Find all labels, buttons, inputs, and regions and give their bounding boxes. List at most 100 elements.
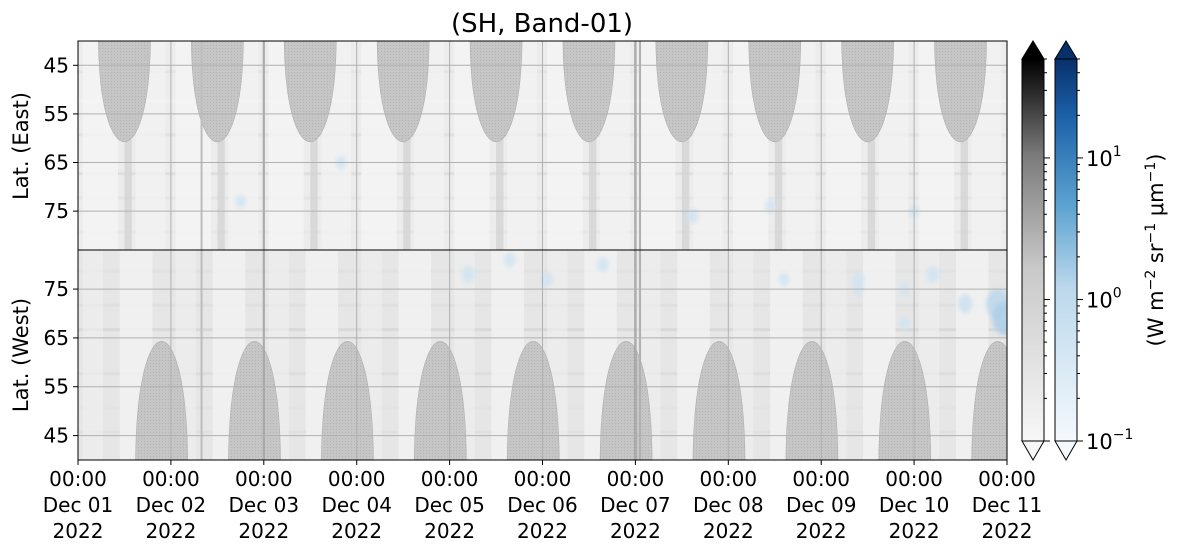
cb-tick-label: 101 [1086,144,1122,171]
x-tick-label: 2022 [703,519,754,543]
x-tick-label: 2022 [424,519,475,543]
y-tick-label-east: 75 [44,199,69,223]
aurora-patch [992,301,1007,336]
aurora-patch [541,271,553,287]
x-tick-label: 00:00 [699,467,757,491]
x-tick-label: 2022 [238,519,289,543]
west-band [82,250,104,460]
x-tick-label: 00:00 [49,467,107,491]
x-tick-label: 2022 [889,519,940,543]
y-tick-label-east: 65 [44,151,69,175]
x-tick-label: 00:00 [142,467,200,491]
sunlit-arch [376,41,430,143]
aurora-patch [687,208,699,224]
y-tick-label-west: 75 [44,277,69,301]
x-tick-label: 00:00 [328,467,386,491]
x-tick-label: Dec 08 [693,493,764,517]
colorbars [1021,40,1078,461]
colorbar-blue-extend-max [1054,40,1078,60]
chart-title: (SH, Band-01) [451,9,633,39]
sunlit-arch [506,341,560,460]
east-band-dark [681,41,690,250]
sunlit-arch [655,41,709,143]
panel-west [78,250,1007,460]
ylabel-east: Lat. (East) [9,92,33,200]
x-tick-label: Dec 11 [972,493,1043,517]
y-tick-label-west: 65 [44,326,69,350]
colorbar-blue-extend-min [1054,440,1078,461]
sunlit-arch [934,41,987,143]
y-tick-label-east: 55 [44,102,69,126]
sunlit-arch [748,41,802,143]
east-band-dark [588,41,597,250]
east-band-dark [867,41,876,250]
sunlit-arch [469,41,523,143]
sunlit-arch [135,341,188,460]
x-tick-label: 2022 [145,519,196,543]
y-tick-labels: 45 55 65 75 45 55 65 75 [44,53,69,447]
aurora-patch [235,194,246,209]
y-tick-label-west: 45 [44,424,69,448]
east-band-dark [217,41,225,250]
sunlit-arch [98,41,151,143]
east-band-dark [310,41,318,250]
x-tick-label: 2022 [982,519,1033,543]
colorbar-gray [1021,58,1045,442]
sunlit-arch [283,41,337,143]
sunlit-arch [562,41,616,143]
x-tick-label: Dec 07 [600,493,671,517]
aurora-patch [926,265,940,283]
x-tick-label: 00:00 [607,467,665,491]
x-tick-label: Dec 05 [414,493,485,517]
x-tick-label: Dec 02 [136,493,207,517]
sunlit-arch [191,41,244,143]
colorbar-blue [1054,58,1078,442]
x-tick-label: 2022 [53,519,104,543]
x-tick-label: Dec 10 [879,493,950,517]
x-tick-label: 00:00 [792,467,850,491]
ylabel-west: Lat. (West) [9,298,33,412]
grid-lines [78,41,1007,460]
aurora-patch [852,271,865,287]
aurora-patch [461,265,475,283]
x-tick-label: 00:00 [421,467,479,491]
x-tick-label: 00:00 [514,467,572,491]
cb-tick-label: 100 [1086,285,1122,312]
east-band-dark [496,41,504,250]
x-tick-label: 2022 [331,519,382,543]
x-tick-label: Dec 06 [507,493,578,517]
aurora-patch [778,272,790,286]
x-tick-label: Dec 09 [786,493,857,517]
sunlit-arch [228,341,281,460]
y-tick-label-east: 45 [44,53,69,77]
x-tick-label: 00:00 [978,467,1036,491]
sunlit-arch [413,341,467,460]
x-tick-label: 00:00 [235,467,293,491]
colorbar-gray-extend-max [1021,40,1045,60]
x-tick-label: 2022 [610,519,661,543]
east-band-dark [124,41,132,250]
x-tick-label: Dec 01 [43,493,114,517]
x-tick-label: Dec 03 [229,493,300,517]
east-band-dark [774,41,783,250]
east-band-dark [960,41,968,250]
y-tick-label-west: 55 [44,375,69,399]
aurora-patch [899,316,910,330]
sunlit-arch [785,341,839,460]
sunlit-arch [841,41,894,143]
sunlit-arch [971,341,1007,460]
east-band-dark [403,41,411,250]
axes [73,40,1008,465]
x-tick-label: 00:00 [885,467,943,491]
aurora-patch [597,257,609,273]
x-tick-label: 2022 [796,519,847,543]
colorbar-label: (W m−2 sr−1 μm−1) [1143,154,1168,347]
cb-tick-label: 10−1 [1086,427,1133,454]
aurora-patch [504,252,516,268]
aurora-patch [765,199,776,213]
sunlit-arch [692,341,746,460]
colorbar-gray-extend-min [1021,440,1045,461]
x-tick-label: Dec 04 [321,493,392,517]
